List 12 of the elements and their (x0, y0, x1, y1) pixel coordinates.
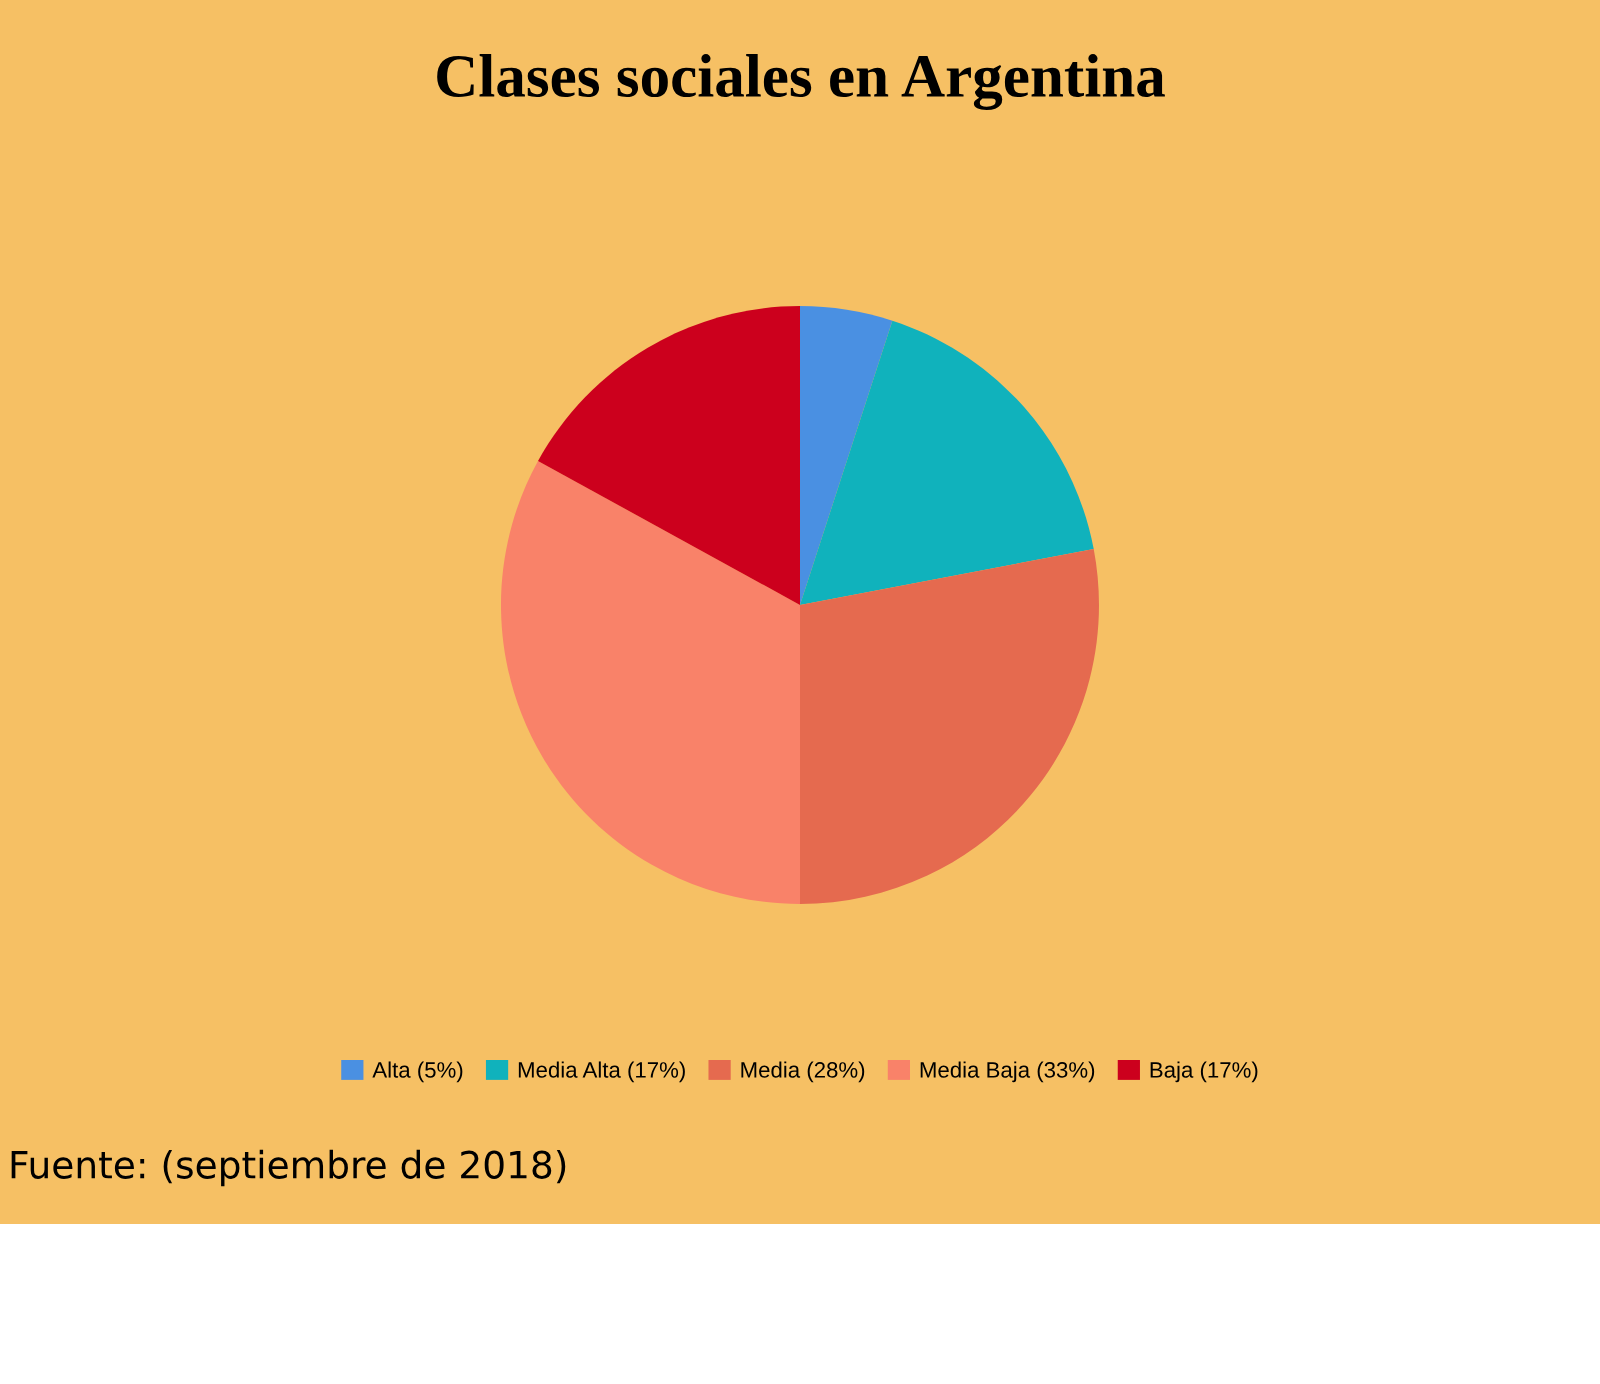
legend-label: Alta (5%) (372, 1061, 463, 1083)
pie-slice (800, 548, 1099, 904)
source-note: Fuente: (septiembre de 2018) (11, 1149, 566, 1187)
legend-label: Media (28%) (741, 1061, 865, 1083)
pie-slice (501, 460, 800, 904)
pie-slice (800, 306, 893, 605)
pie-slice (537, 306, 800, 605)
legend-label: Media Baja (33%) (920, 1061, 1095, 1083)
legend-label: Baja (17%) (1150, 1061, 1258, 1083)
chart-title: Clases sociales en Argentina (437, 54, 1165, 110)
pie-slice (800, 320, 1094, 605)
legend-label: Media Alta (17%) (518, 1061, 685, 1083)
